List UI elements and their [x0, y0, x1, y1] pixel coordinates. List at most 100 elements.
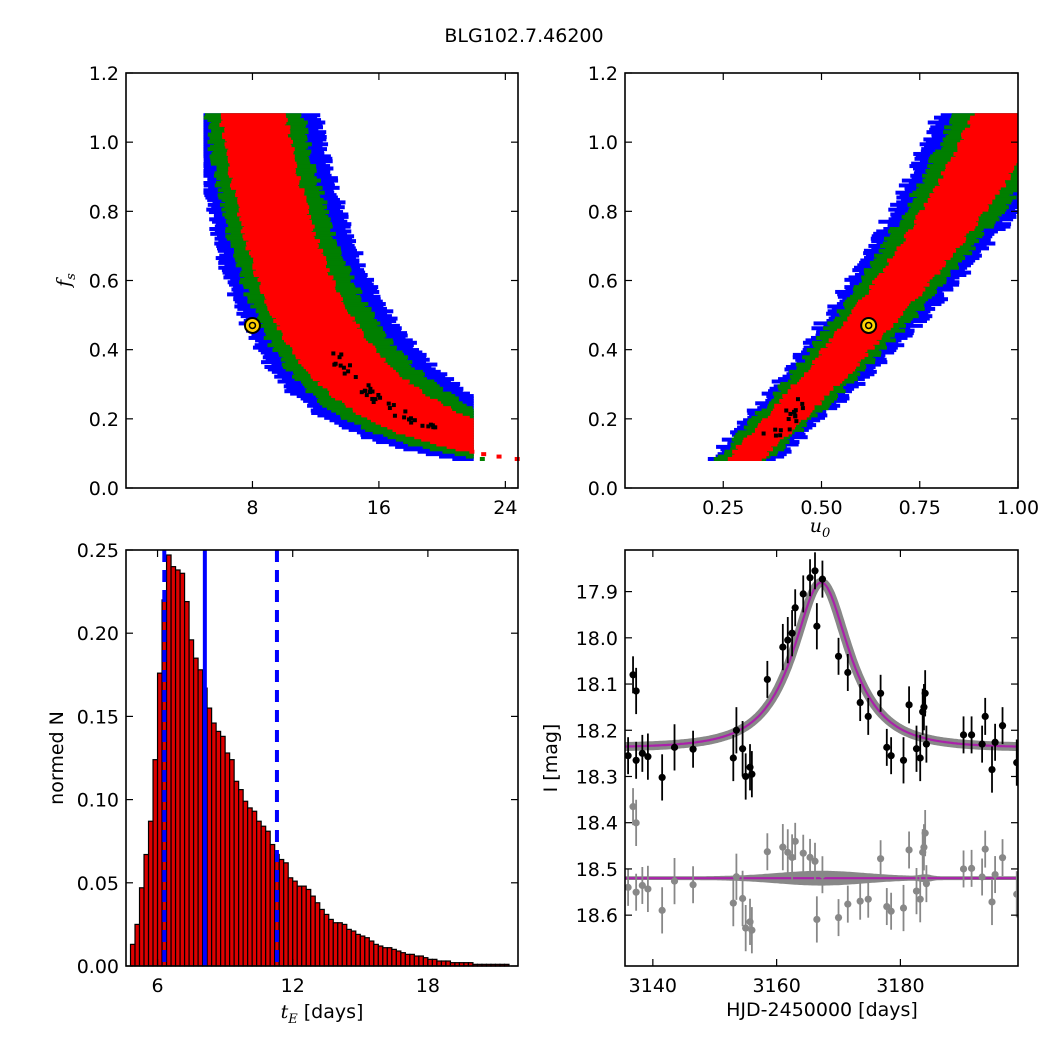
- posterior-cell: [757, 425, 796, 430]
- sample-marker: [391, 403, 396, 408]
- posterior-cell: [237, 195, 307, 200]
- histogram-bar: [328, 918, 334, 967]
- histogram-bar: [310, 895, 316, 967]
- posterior-cell: [229, 161, 297, 166]
- hjd-axis-label: HJD-2450000 [days]: [726, 999, 918, 1021]
- posterior-cell: [235, 190, 305, 195]
- posterior-cell: [421, 437, 474, 442]
- histogram-bar: [305, 888, 312, 967]
- data-point: [748, 770, 756, 778]
- data-point: [959, 731, 968, 739]
- posterior-cell: [947, 161, 1017, 166]
- posterior-cell: [228, 154, 295, 159]
- residual-point: [670, 877, 679, 885]
- posterior-cell: [950, 159, 1018, 164]
- y-tick-label: 0.2: [89, 409, 119, 431]
- posterior-cell: [963, 137, 1018, 142]
- residual-point: [921, 829, 929, 837]
- data-point: [922, 740, 931, 748]
- posterior-cell: [227, 156, 295, 161]
- histogram-bar: [233, 780, 240, 967]
- posterior-cell: [732, 454, 767, 459]
- posterior-cell: [960, 139, 1018, 144]
- residual-point: [625, 883, 632, 891]
- histogram-bar: [256, 820, 262, 967]
- sample-marker: [428, 422, 433, 427]
- sample-marker: [392, 413, 397, 418]
- y-tick-label: 17.9: [576, 582, 618, 604]
- posterior-cell: [961, 135, 1018, 140]
- posterior-cell: [231, 181, 300, 186]
- posterior-cell: [923, 202, 988, 207]
- te-axis-label: tE [days]: [281, 1001, 364, 1027]
- data-point: [967, 731, 976, 739]
- posterior-cell: [284, 338, 366, 343]
- posterior-cell: [239, 205, 310, 210]
- sample-marker: [347, 363, 352, 368]
- data-point: [738, 745, 747, 753]
- x-tick-label: 3180: [876, 975, 924, 997]
- sample-marker: [353, 375, 358, 380]
- posterior-cell: [267, 306, 346, 311]
- y-tick-label: 0.4: [588, 340, 618, 362]
- sample-marker: [339, 352, 344, 357]
- y-tick-label: 18.1: [576, 674, 618, 696]
- posterior-cell: [481, 452, 487, 457]
- fs-axis-label: fs: [53, 273, 79, 289]
- posterior-cell: [884, 270, 941, 275]
- posterior-cell: [751, 432, 789, 437]
- posterior-cell: [245, 241, 318, 246]
- posterior-cell: [224, 127, 290, 132]
- histogram-bar: [183, 600, 190, 967]
- sample-marker: [426, 424, 431, 429]
- posterior-cell: [469, 449, 475, 454]
- posterior-cell: [877, 275, 933, 280]
- x-tick-label: 6: [151, 975, 163, 997]
- posterior-cell: [913, 227, 975, 232]
- posterior-cell: [929, 193, 995, 198]
- residual-point: [998, 854, 1007, 862]
- posterior-cell: [292, 348, 377, 353]
- posterior-cell: [869, 285, 924, 290]
- posterior-cell: [260, 289, 337, 294]
- posterior-cell: [259, 287, 336, 292]
- data-point: [799, 590, 807, 598]
- axes-frame: [624, 549, 1019, 967]
- posterior-cell: [903, 234, 965, 239]
- sample-marker: [331, 351, 336, 356]
- sample-marker: [786, 417, 791, 422]
- histogram-bar: [431, 958, 438, 967]
- histogram-bar: [134, 923, 141, 967]
- histogram-bar: [188, 639, 195, 967]
- posterior-cell: [281, 328, 362, 333]
- posterior-cell: [896, 246, 956, 251]
- y-tick-label: 1.0: [89, 132, 119, 154]
- y-tick-label: 0.00: [77, 956, 119, 978]
- posterior-cell: [312, 377, 403, 382]
- posterior-cell: [221, 120, 287, 125]
- data-point: [632, 756, 640, 764]
- posterior-cell: [814, 362, 860, 367]
- sample-marker: [761, 431, 766, 436]
- posterior-cell: [264, 294, 342, 299]
- posterior-cell: [253, 273, 329, 278]
- posterior-cell: [282, 331, 364, 336]
- histogram-bar: [152, 759, 159, 967]
- residual-point: [763, 848, 771, 856]
- posterior-cell: [919, 210, 983, 215]
- posterior-cell: [834, 331, 884, 336]
- posterior-cell: [253, 270, 328, 275]
- histogram-bar: [341, 923, 348, 967]
- posterior-cell: [957, 144, 1018, 149]
- posterior-cell: [224, 125, 291, 130]
- posterior-cell: [914, 219, 977, 224]
- posterior-cell: [760, 420, 800, 425]
- posterior-cell: [882, 268, 940, 273]
- histogram-bar: [355, 933, 361, 967]
- posterior-cell: [244, 231, 316, 236]
- x-tick-label: 18: [416, 975, 440, 997]
- histogram-bar: [220, 735, 226, 967]
- posterior-cell: [787, 389, 830, 394]
- data-point: [921, 689, 929, 697]
- y-tick-label: 1.0: [588, 132, 618, 154]
